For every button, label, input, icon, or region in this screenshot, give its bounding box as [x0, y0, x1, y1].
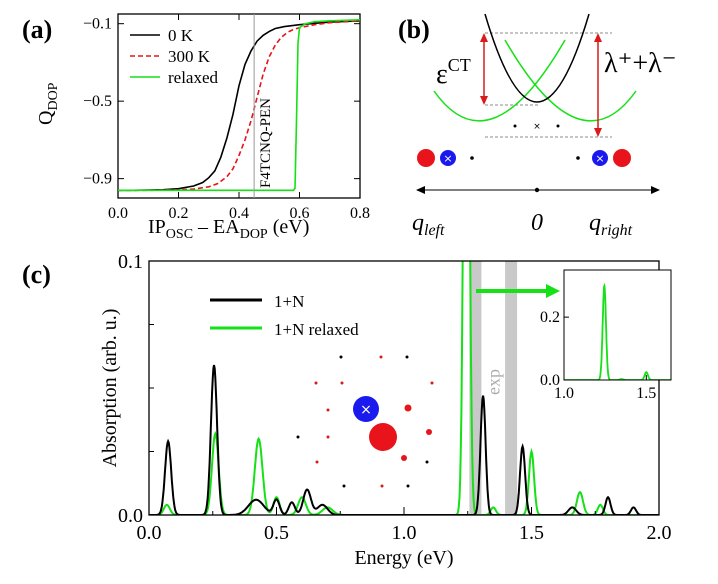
a-xtick-label: 0.6 [290, 205, 310, 222]
panel-a-xlabel: IPOSC – EADOP (eV) [148, 216, 309, 242]
panel-a-annotation: F4TCNQ-PEN [258, 98, 274, 188]
q-left-label: qleft [412, 210, 445, 239]
legend-1n-relaxed-label: 1+N relaxed [274, 320, 359, 339]
inset-xtick-label: 1.0 [554, 385, 574, 402]
molecule-row: × × × [417, 122, 631, 167]
svg-text:×: × [360, 402, 372, 418]
panel-a-label: (a) [22, 15, 52, 44]
legend-0k-label: 0 K [168, 26, 194, 45]
c-series-0 [149, 364, 659, 515]
panel-c: (c) exp 0.0 0.5 1.0 1.5 2.0 0.0 0.1 1+N 1+N re… [22, 251, 672, 569]
c-xtick-label: 2.0 [647, 522, 672, 544]
c-ytick-label: 0.1 [118, 251, 143, 273]
lambda-label: λ⁺+λ⁻ [604, 48, 677, 79]
c-ytick-label: 0.0 [118, 505, 143, 527]
a-series-1 [118, 20, 361, 192]
panel-c-legend: 1+N 1+N relaxed [210, 292, 359, 339]
acceptor-right [613, 149, 631, 167]
inset-frame-border [563, 269, 672, 381]
inset-ytick-label: 0.2 [540, 309, 560, 326]
legend-1n-label: 1+N [274, 292, 304, 311]
epsilon-arrow-head-down [480, 96, 488, 105]
legend-relaxed-label: relaxed [168, 68, 219, 87]
lambda-arrow-head-down [594, 128, 602, 137]
epsilon-arrow-head-up [480, 33, 488, 42]
c-xtick-label: 1.5 [519, 522, 544, 544]
a-xtick-label: 0.4 [229, 205, 249, 222]
zero-label: 0 [531, 210, 543, 236]
panel-c-label: (c) [22, 260, 51, 289]
center-mark: × [533, 122, 541, 132]
a-ytick-label: −0.9 [83, 171, 112, 188]
panel-b: (b) εCT λ⁺+λ⁻ × × × [398, 13, 677, 239]
c-xtick-label: 0.0 [137, 522, 162, 544]
donor-right-mark: × [595, 152, 604, 165]
panel-a-frame [117, 13, 361, 199]
donor-molecule [353, 396, 379, 422]
c-series-1 [149, 261, 659, 515]
a-xtick-label: 0.2 [169, 205, 189, 222]
coordinate-axis-left-arrow [416, 186, 425, 194]
a-ytick-label: −0.1 [83, 16, 112, 33]
c-xtick-label: 1.0 [392, 522, 417, 544]
donor-right [592, 150, 608, 166]
a-series-2 [118, 19, 361, 192]
site-dot [576, 156, 580, 160]
lambda-arrow-head-up [594, 33, 602, 42]
panel-c-xlabel: Energy (eV) [354, 547, 453, 569]
exp-label: exp [483, 369, 503, 395]
a-series-0 [118, 20, 361, 192]
inset-xtick-label: 1.5 [636, 385, 656, 402]
panel-a-ylabel: QDOP [35, 82, 61, 125]
panel-a: (a) 0.0 0.2 0.4 0.6 0.8 −0.1 −0.5 −0.9 F4TCNQ-P… [22, 13, 370, 242]
exp-band [505, 261, 518, 515]
inset-arrow-head [546, 284, 560, 298]
epsilon-ct-label: εCT [436, 55, 471, 90]
coordinate-axis-right-arrow [651, 186, 660, 194]
parabola-center [484, 13, 590, 103]
crystal-inset-sketch: × [296, 355, 434, 488]
a-xtick-label: 0.8 [350, 205, 370, 222]
acceptor-molecule [369, 423, 397, 451]
legend-300k-label: 300 K [168, 47, 211, 66]
a-xtick-label: 0.0 [108, 205, 128, 222]
parabola-left [433, 39, 566, 122]
coordinate-origin [534, 187, 540, 193]
a-ytick-label: −0.5 [83, 93, 112, 110]
panel-b-label: (b) [398, 15, 430, 44]
site-dot [513, 124, 517, 128]
panel-c-ylabel: Absorption (arb. u.) [99, 309, 121, 468]
panel-a-legend: 0 K 300 K relaxed [130, 26, 219, 87]
acceptor-left [417, 149, 435, 167]
inset-frame [563, 269, 672, 381]
q-right-label: qright [589, 210, 633, 239]
site-dot [470, 156, 474, 160]
parabola-right [504, 39, 637, 122]
c-xtick-label: 0.5 [264, 522, 289, 544]
site-dot [556, 124, 560, 128]
inset-ytick-label: 0.0 [540, 372, 560, 389]
donor-left-mark: × [443, 152, 452, 165]
donor-left [440, 150, 456, 166]
